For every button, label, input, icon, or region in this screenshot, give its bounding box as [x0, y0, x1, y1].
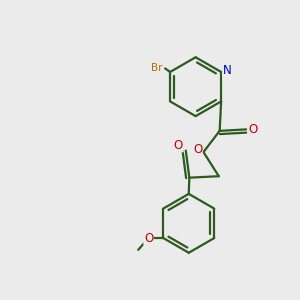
Text: Br: Br [151, 63, 162, 74]
Text: O: O [248, 123, 257, 136]
Text: N: N [223, 64, 231, 77]
Text: O: O [193, 143, 202, 156]
Text: O: O [174, 139, 183, 152]
Text: O: O [144, 232, 153, 244]
